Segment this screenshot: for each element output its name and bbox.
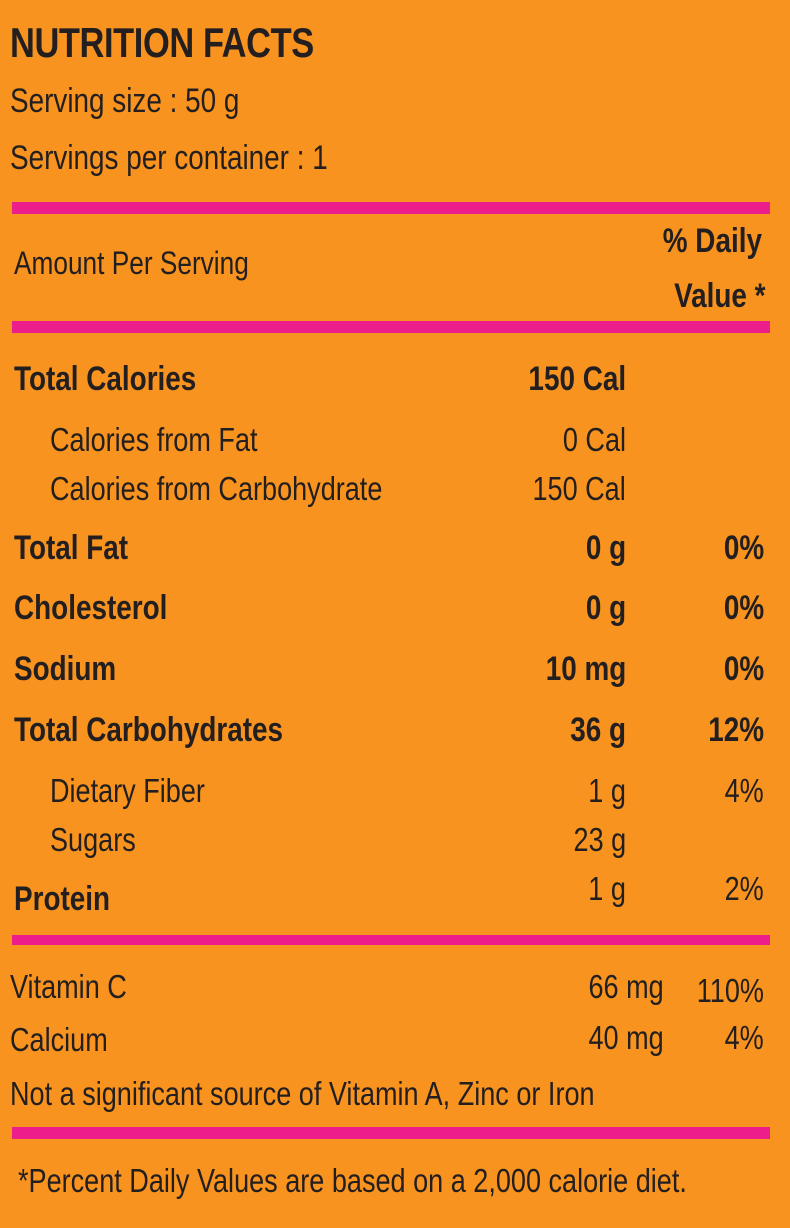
nutrient-name: Dietary Fiber (50, 772, 205, 809)
servings-per-container: Servings per container : 1 (10, 139, 328, 177)
nutrient-row: Total Carbohydrates 36 g 12% (0, 713, 790, 757)
nutrient-amount: 0 g (585, 589, 626, 627)
nutrient-amount: 150 Cal (532, 470, 626, 507)
nutrient-row: Sodium 10 mg 0% (0, 652, 790, 696)
nutrient-name: Sodium (14, 650, 117, 688)
vitamin-name: Vitamin C (10, 968, 127, 1005)
vitamin-daily-value: 4% (724, 1019, 764, 1056)
daily-value-footnote: *Percent Daily Values are based on a 2,0… (18, 1162, 687, 1199)
nutrient-daily-value: 4% (724, 772, 764, 809)
vitamin-daily-value: 110% (696, 972, 764, 1009)
vitamin-row: Calcium 40 mg 4% (0, 1021, 790, 1065)
nutrient-amount: 150 Cal (528, 360, 626, 398)
nutrient-name: Total Carbohydrates (14, 711, 284, 749)
nutrient-amount: 23 g (573, 821, 626, 858)
nutrient-name: Protein (14, 880, 111, 918)
divider-rule (12, 1127, 770, 1139)
nutrient-amount: 0 g (585, 529, 626, 567)
nutrient-daily-value: 12% (708, 711, 764, 749)
nutrient-row: Calories from Fat 0 Cal (0, 423, 790, 467)
nutrient-daily-value: 0% (723, 589, 764, 627)
daily-value-header-line2: Value * (674, 277, 766, 315)
divider-rule (12, 321, 770, 333)
vitamin-amount: 66 mg (588, 968, 664, 1005)
nutrient-row: Total Calories 150 Cal (0, 362, 790, 406)
nutrient-name: Calories from Carbohydrate (50, 470, 383, 507)
vitamin-row: Vitamin C 66 mg 110% (0, 970, 790, 1014)
nutrient-name: Sugars (50, 821, 136, 858)
nutrient-row: Total Fat 0 g 0% (0, 531, 790, 575)
label-title: NUTRITION FACTS (10, 19, 314, 66)
serving-size: Serving size : 50 g (10, 82, 240, 120)
nutrient-name: Calories from Fat (50, 421, 258, 458)
nutrient-row: Cholesterol 0 g 0% (0, 591, 790, 635)
nutrient-amount: 0 Cal (562, 421, 626, 458)
nutrient-amount: 1 g (588, 772, 626, 809)
vitamin-amount: 40 mg (588, 1019, 664, 1056)
nutrient-row: Calories from Carbohydrate 150 Cal (0, 472, 790, 516)
nutrient-amount: 36 g (570, 711, 626, 749)
nutrient-row: Sugars 23 g (0, 823, 790, 867)
nutrient-row: Dietary Fiber 1 g 4% (0, 774, 790, 818)
nutrient-daily-value: 0% (723, 529, 764, 567)
amount-per-serving-header: Amount Per Serving (14, 245, 249, 281)
vitamin-name: Calcium (10, 1021, 108, 1058)
nutrient-row: Protein 1 g 2% (0, 872, 790, 916)
nutrient-amount: 10 mg (545, 650, 626, 688)
nutrient-name: Total Fat (14, 529, 129, 567)
nutrient-daily-value: 0% (723, 650, 764, 688)
nutrient-amount: 1 g (588, 870, 626, 907)
not-significant-note: Not a significant source of Vitamin A, Z… (10, 1075, 595, 1112)
nutrient-name: Total Calories (14, 360, 197, 398)
nutrient-daily-value: 2% (724, 870, 764, 907)
daily-value-header-line1: % Daily (662, 222, 762, 260)
divider-rule (12, 935, 770, 945)
divider-rule (12, 202, 770, 214)
nutrient-name: Cholesterol (14, 589, 168, 627)
